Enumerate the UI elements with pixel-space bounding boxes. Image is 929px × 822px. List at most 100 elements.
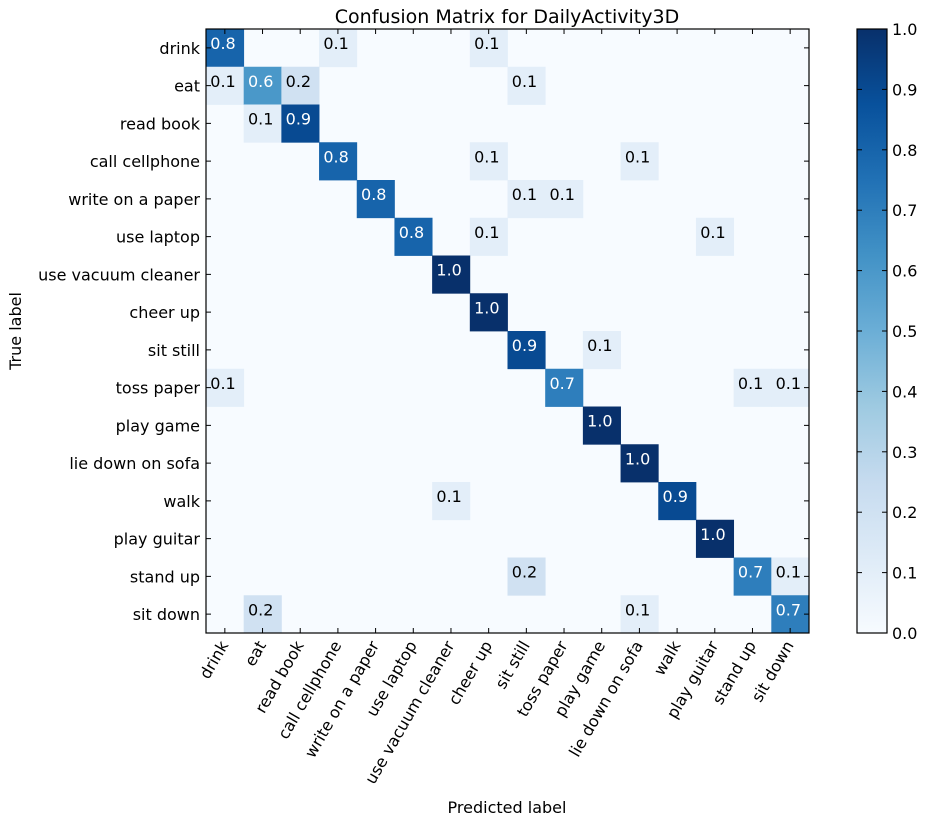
cell-value-label: 0.1 bbox=[323, 34, 348, 53]
matrix-cell bbox=[243, 595, 282, 634]
colorbar-tick-label: 0.6 bbox=[892, 262, 917, 281]
cell-value-label: 0.2 bbox=[512, 563, 537, 582]
cell-value-label: 0.2 bbox=[248, 600, 273, 619]
cell-value-label: 0.2 bbox=[286, 72, 311, 91]
matrix-cell bbox=[206, 29, 245, 68]
cell-value-label: 0.1 bbox=[776, 374, 801, 393]
row-tick-labels: drink eat read book call cellphone write on … bbox=[38, 39, 201, 624]
cell-value-label: 0.6 bbox=[248, 72, 273, 91]
colorbar-tick-label: 0.8 bbox=[892, 141, 917, 160]
matrix-cell bbox=[507, 66, 546, 105]
cell-value-label: 1.0 bbox=[625, 449, 650, 468]
row-tick-label: sit still bbox=[148, 341, 200, 360]
cell-value-label: 0.1 bbox=[248, 110, 273, 129]
matrix-cell bbox=[281, 104, 320, 143]
matrix-cell bbox=[695, 217, 735, 256]
cell-value-label: 0.1 bbox=[474, 34, 499, 53]
matrix-cell bbox=[469, 293, 508, 332]
matrix-cell bbox=[507, 180, 546, 219]
colorbar-tick-label: 0.1 bbox=[892, 564, 917, 583]
axis-ticks bbox=[206, 29, 809, 633]
cell-value-label: 0.1 bbox=[210, 72, 235, 91]
matrix-cells bbox=[206, 29, 810, 634]
matrix-cell bbox=[733, 368, 772, 407]
matrix-cell bbox=[545, 180, 584, 219]
matrix-cell bbox=[206, 368, 245, 407]
matrix-cell bbox=[771, 557, 810, 596]
colorbar-tick-label: 0.0 bbox=[892, 624, 917, 643]
matrix-cell bbox=[469, 29, 508, 68]
matrix-cell bbox=[243, 66, 282, 105]
matrix-cell bbox=[507, 331, 546, 370]
row-tick-label: play guitar bbox=[114, 530, 201, 549]
y-axis-label: True label bbox=[6, 292, 25, 371]
matrix-cell bbox=[507, 557, 546, 596]
row-tick-label: stand up bbox=[130, 567, 200, 586]
row-tick-label: toss paper bbox=[116, 379, 201, 398]
matrix-cell bbox=[432, 255, 471, 294]
matrix-cell bbox=[771, 595, 810, 634]
row-tick-label: read book bbox=[120, 114, 201, 133]
row-tick-label: drink bbox=[159, 39, 200, 58]
cell-value-label: 0.1 bbox=[512, 72, 537, 91]
row-tick-label: walk bbox=[163, 492, 200, 511]
cell-value-label: 0.9 bbox=[663, 487, 688, 506]
cell-value-label: 0.7 bbox=[738, 563, 763, 582]
matrix-cell bbox=[243, 104, 282, 143]
cell-value-label: 0.9 bbox=[286, 110, 311, 129]
matrix-cell bbox=[281, 66, 320, 105]
matrix-cell bbox=[469, 142, 508, 181]
matrix-cell bbox=[469, 217, 508, 256]
matrix-cell bbox=[545, 368, 584, 407]
colorbar-tick-label: 0.4 bbox=[892, 382, 917, 401]
cell-value-label: 0.7 bbox=[776, 600, 801, 619]
matrix-cell bbox=[620, 595, 659, 634]
cell-value-label: 0.1 bbox=[210, 374, 235, 393]
cell-value-label: 0.9 bbox=[512, 336, 537, 355]
cell-value-label: 1.0 bbox=[700, 525, 725, 544]
cell-value-label: 0.1 bbox=[474, 223, 499, 242]
matrix-frame bbox=[205, 28, 810, 634]
matrix-cell bbox=[582, 406, 621, 445]
matrix-cell bbox=[206, 66, 245, 105]
cell-value-label: 0.8 bbox=[399, 223, 424, 242]
cell-value-label: 0.8 bbox=[210, 34, 235, 53]
matrix-cell bbox=[356, 180, 395, 219]
cell-value-label: 0.1 bbox=[738, 374, 763, 393]
cell-value-label: 1.0 bbox=[587, 412, 612, 431]
cell-value-labels: 0.8 0.1 0.1 0.1 0.6 0.2 0.1 0.1 0.9 0.8 0.1 0.1 0.8 0… bbox=[210, 34, 801, 619]
cell-value-label: 0.1 bbox=[700, 223, 725, 242]
cell-value-label: 1.0 bbox=[436, 261, 461, 280]
row-tick-label: use vacuum cleaner bbox=[38, 265, 200, 284]
colorbar-tick-label: 0.3 bbox=[892, 443, 917, 462]
chart-title: Confusion Matrix for DailyActivity3D bbox=[335, 6, 679, 28]
cell-value-label: 0.1 bbox=[587, 336, 612, 355]
matrix-cell bbox=[319, 142, 358, 181]
matrix-cell bbox=[620, 142, 659, 181]
matrix-cell bbox=[582, 331, 621, 370]
colorbar-tick-label: 1.0 bbox=[892, 20, 917, 39]
colorbar-tick-label: 0.7 bbox=[892, 201, 917, 220]
column-tick-label: eat bbox=[241, 638, 270, 670]
cell-value-label: 0.1 bbox=[549, 185, 574, 204]
cell-value-label: 0.8 bbox=[323, 147, 348, 166]
matrix-cell bbox=[658, 482, 697, 521]
cell-value-label: 0.1 bbox=[776, 563, 801, 582]
row-tick-label: cheer up bbox=[129, 303, 200, 322]
matrix-cell bbox=[620, 444, 659, 483]
row-tick-label: eat bbox=[174, 77, 200, 96]
row-tick-label: use laptop bbox=[116, 228, 200, 247]
x-axis-label: Predicted label bbox=[448, 798, 567, 817]
colorbar-tick-label: 0.2 bbox=[892, 503, 917, 522]
row-tick-label: write on a paper bbox=[68, 190, 200, 209]
cell-value-label: 0.7 bbox=[549, 374, 574, 393]
colorbar-tick-label: 0.9 bbox=[892, 80, 917, 99]
colorbar-tick-label: 0.5 bbox=[892, 322, 917, 341]
cell-value-label: 1.0 bbox=[474, 298, 499, 317]
row-tick-label: call cellphone bbox=[90, 152, 200, 171]
row-tick-label: sit down bbox=[133, 605, 200, 624]
cell-value-label: 0.8 bbox=[361, 185, 386, 204]
cell-value-label: 0.1 bbox=[625, 600, 650, 619]
column-tick-label: walk bbox=[650, 637, 685, 679]
